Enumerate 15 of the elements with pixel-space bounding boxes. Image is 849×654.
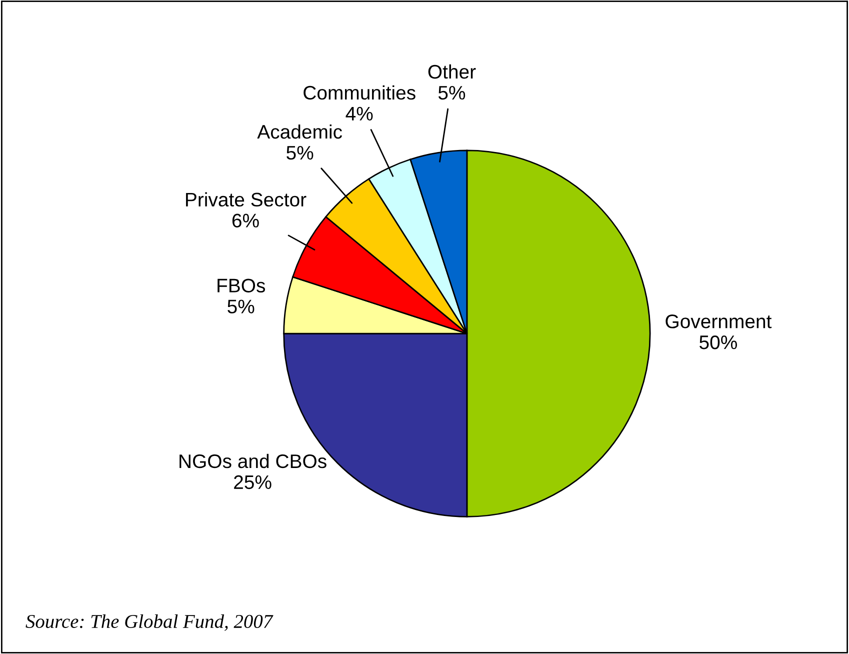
slice-label: FBOs	[218, 278, 266, 292]
data-label: 5%	[228, 300, 254, 314]
slice-label: Private Sector	[186, 192, 306, 207]
slice-label: Communities	[304, 85, 416, 100]
source-note: Source: The Global Fund, 2007	[26, 614, 274, 631]
data-label: 5%	[438, 86, 466, 100]
data-label: 5%	[286, 146, 314, 160]
slice-label: Other	[428, 64, 476, 79]
data-label: 6%	[232, 214, 259, 228]
slice-label: Government	[666, 314, 772, 328]
data-label: 4%	[346, 106, 373, 120]
slice-label: Academic	[257, 124, 342, 139]
data-label: 25%	[234, 475, 272, 490]
slice-label: NGOs and CBOs	[180, 454, 326, 468]
data-label: 50%	[700, 335, 737, 350]
